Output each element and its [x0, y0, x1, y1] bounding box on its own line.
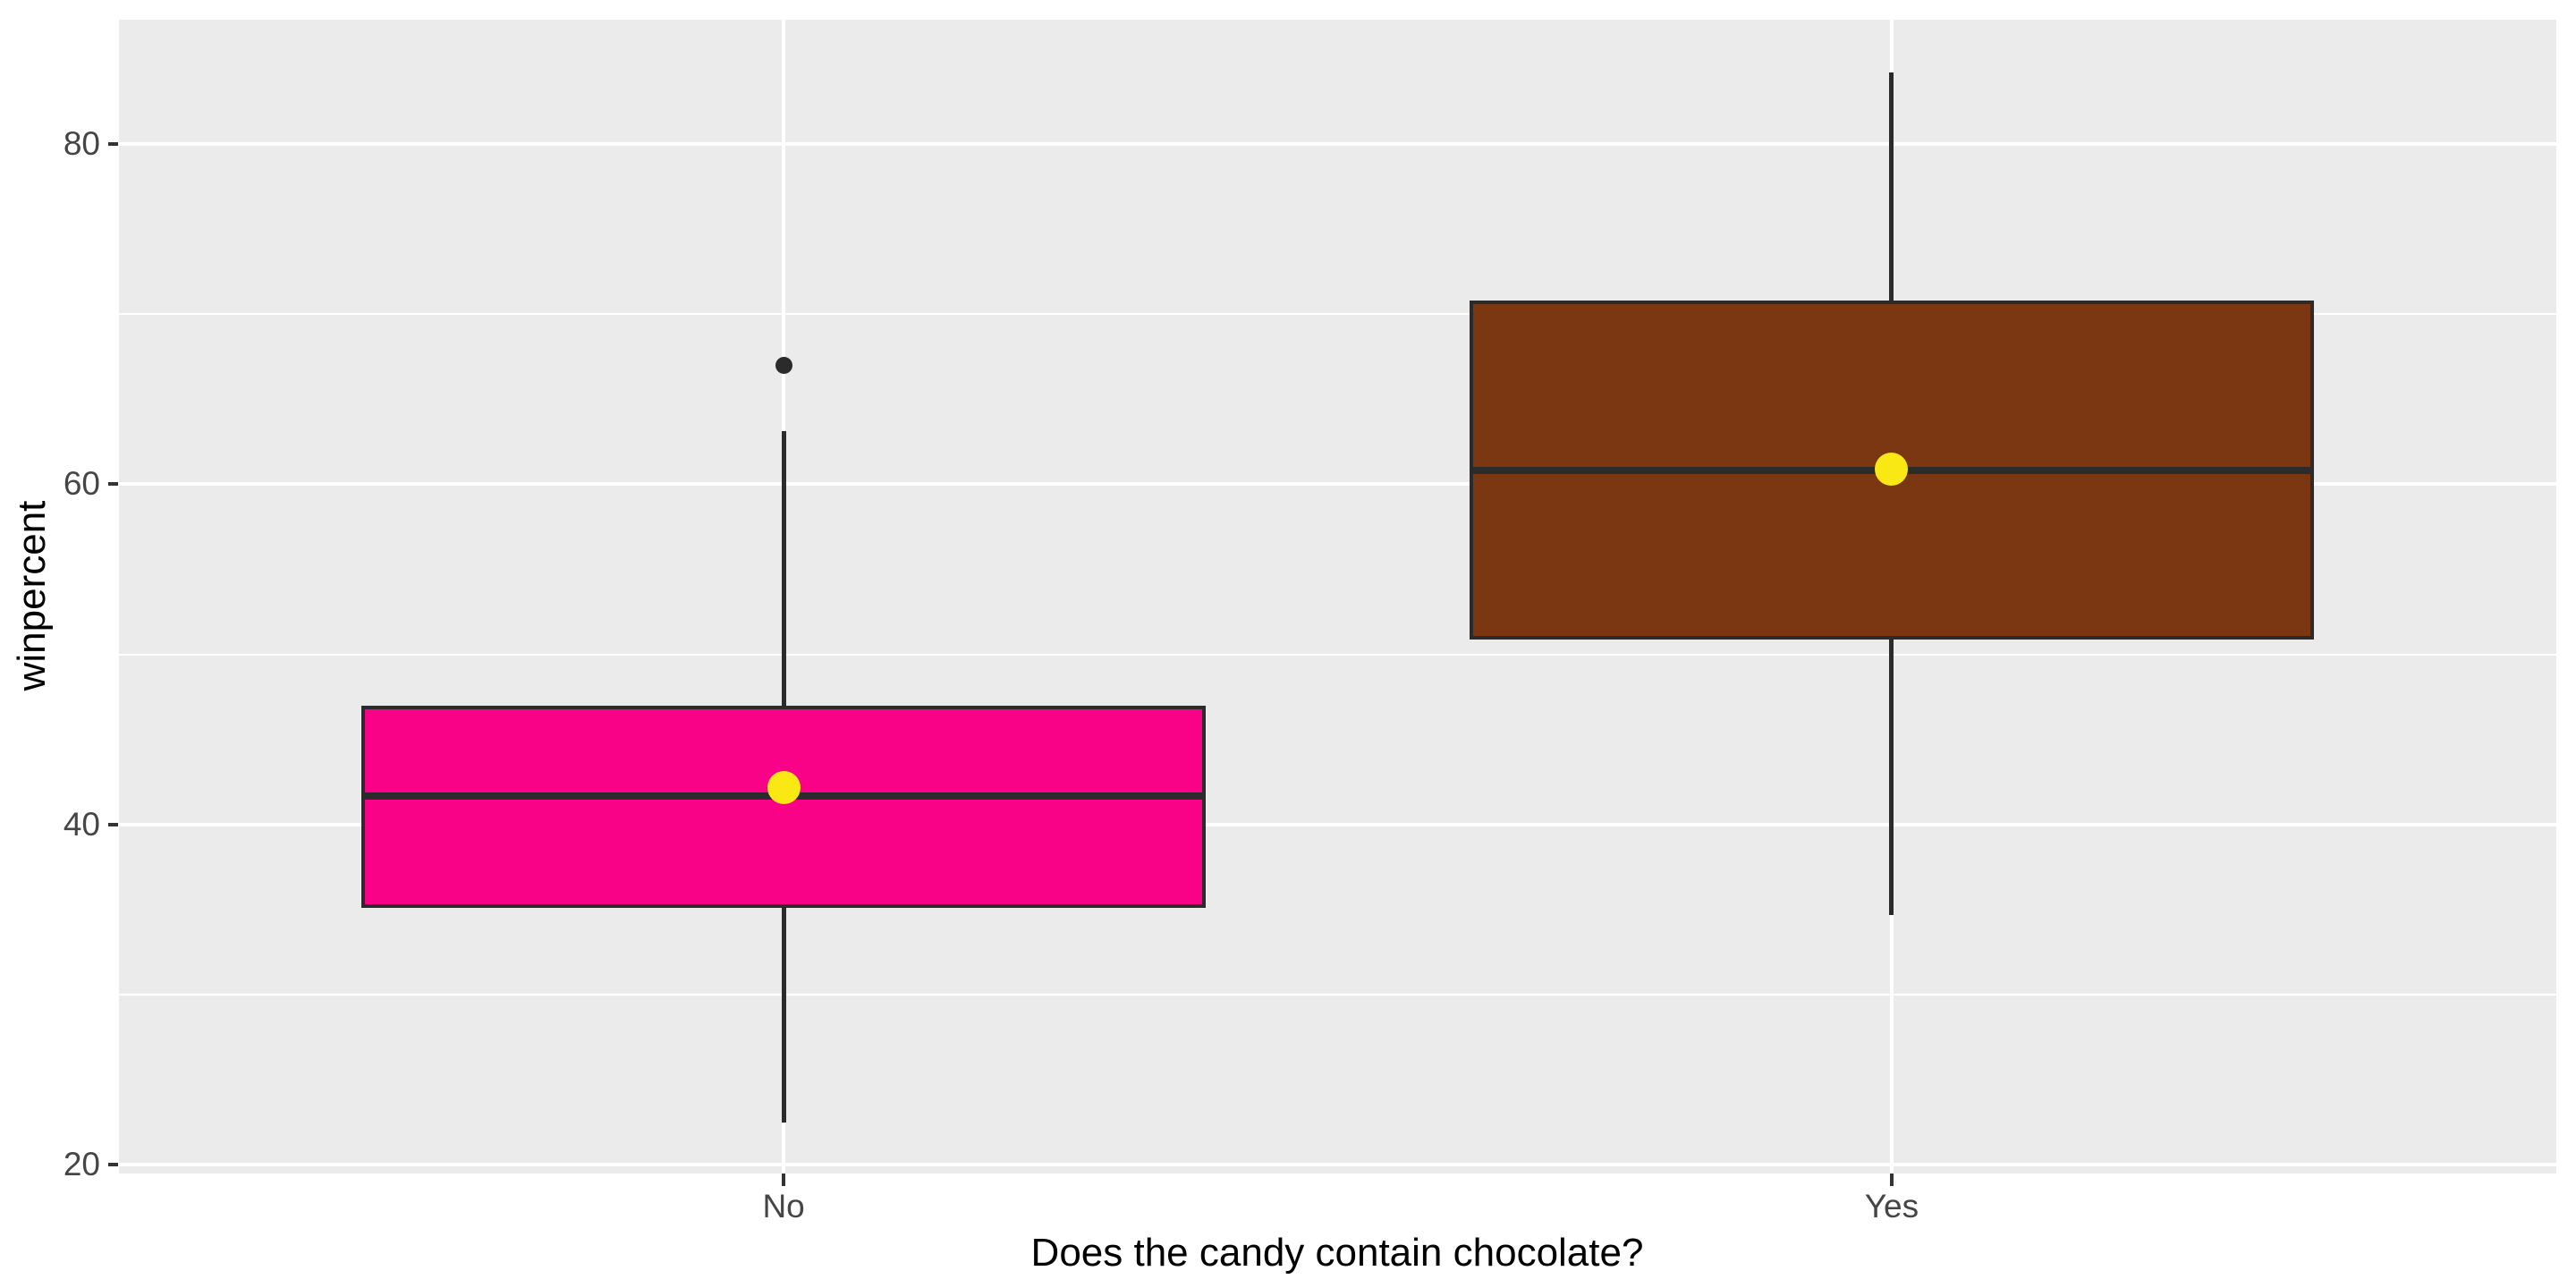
mean-point-no [767, 770, 801, 804]
whisker-lower-no [781, 908, 786, 1123]
x-tick-label: No [762, 1188, 805, 1224]
y-tick-mark [108, 141, 118, 146]
gridline-major [119, 482, 2556, 487]
y-tick-label: 60 [63, 465, 100, 503]
gridline-major [119, 822, 2556, 826]
x-axis-title: Does the candy contain chocolate? [1030, 1231, 1644, 1275]
y-tick-label: 40 [63, 805, 100, 843]
gridline-minor [119, 313, 2556, 316]
gridline-minor [119, 994, 2556, 996]
plot-panel [119, 20, 2556, 1174]
whisker-upper-yes [1889, 72, 1894, 301]
gridline-minor [119, 653, 2556, 656]
x-tick-label: Yes [1864, 1188, 1919, 1224]
y-tick-label: 20 [63, 1146, 100, 1183]
y-tick-label: 80 [63, 124, 100, 162]
y-axis-title: winpercent [10, 500, 54, 691]
outlier-point-no [775, 356, 792, 374]
whisker-lower-yes [1889, 639, 1894, 915]
gridline-major [119, 141, 2556, 146]
x-tick-mark [782, 1174, 786, 1186]
x-tick-mark [1889, 1174, 1894, 1186]
y-tick-mark [108, 1163, 118, 1167]
y-tick-mark [108, 482, 118, 487]
y-tick-mark [108, 822, 118, 826]
gridline-major [119, 1163, 2556, 1167]
whisker-upper-no [781, 431, 786, 706]
boxplot-box-no [361, 705, 1207, 909]
mean-point-yes [1875, 452, 1909, 486]
